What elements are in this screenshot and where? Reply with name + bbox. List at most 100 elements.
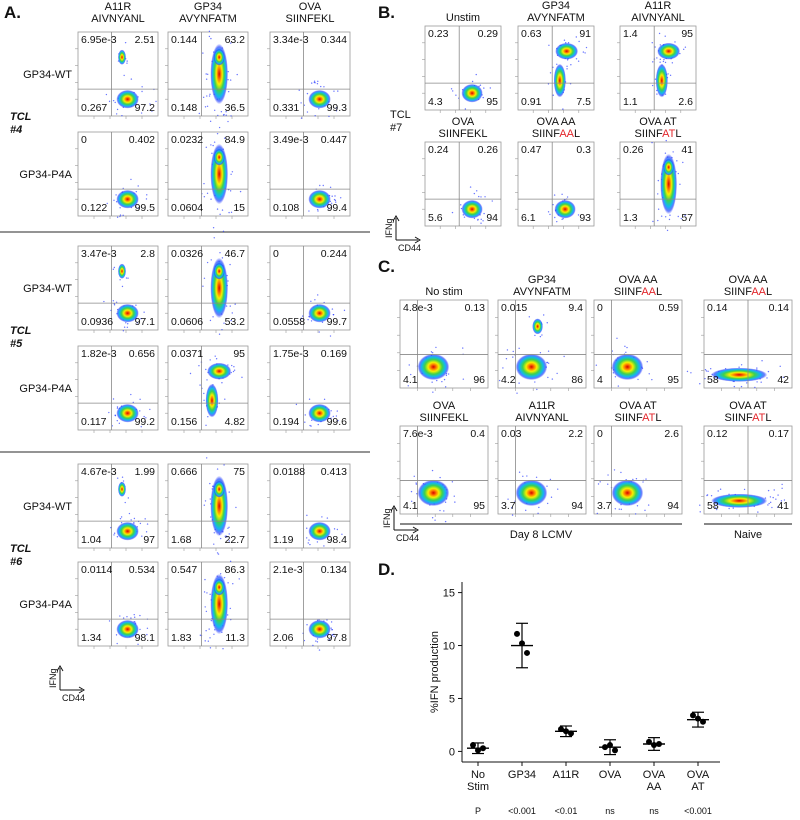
quadrant-value: 1.3	[623, 212, 638, 224]
event-dot	[217, 114, 219, 117]
event-dot	[213, 532, 215, 534]
event-dot	[441, 380, 443, 383]
plot-title: GP34	[542, 0, 570, 12]
event-dot	[541, 334, 543, 336]
event-dot	[204, 106, 207, 108]
quadrant-value: 58	[707, 500, 719, 512]
event-dot	[204, 578, 206, 581]
flow-plot: 4.67e-3 1.99 1.04 97	[75, 463, 159, 551]
event-dot	[127, 323, 129, 325]
event-dot	[204, 500, 207, 502]
plot-title: OVA	[452, 116, 475, 128]
event-dot	[518, 382, 520, 384]
event-dot	[103, 300, 105, 303]
event-dot	[316, 641, 319, 643]
quadrant-value: 1.04	[81, 534, 102, 546]
event-dot	[316, 638, 319, 640]
event-dot	[203, 196, 206, 198]
event-dot	[231, 171, 234, 173]
event-dot	[690, 372, 692, 374]
event-dot	[116, 406, 119, 408]
event-dot	[223, 576, 226, 579]
data-point	[690, 712, 696, 719]
event-dot	[137, 643, 139, 646]
event-dot	[767, 504, 769, 506]
event-dot	[227, 582, 229, 584]
quadrant-value: 15	[233, 202, 245, 214]
event-dot	[230, 115, 232, 117]
quadrant-value: 0.3	[576, 144, 591, 156]
event-dot	[542, 314, 545, 316]
event-dot	[534, 334, 536, 337]
event-dot	[232, 583, 234, 585]
data-point	[612, 747, 618, 754]
density	[116, 619, 139, 639]
event-dot	[230, 42, 232, 44]
event-dot	[199, 634, 202, 636]
event-dot	[198, 365, 200, 367]
event-dot	[596, 512, 599, 515]
event-dot	[314, 115, 316, 117]
flow-plot: 0.23 0.29 4.3 95	[422, 25, 502, 113]
quadrant-value: 94	[667, 500, 679, 512]
quadrant-value: 0	[273, 248, 279, 260]
event-dot	[119, 214, 122, 216]
event-dot	[206, 379, 208, 381]
event-dot	[199, 384, 201, 386]
event-dot	[563, 39, 566, 41]
plot-frame	[167, 131, 249, 217]
density	[118, 481, 126, 497]
y-tick-label: 10	[443, 641, 455, 653]
density	[461, 83, 483, 103]
event-dot	[715, 508, 718, 511]
event-dot	[206, 261, 209, 264]
event-dot	[133, 616, 136, 618]
axis-label: CD44	[398, 243, 421, 253]
event-dot	[121, 476, 124, 478]
event-dot	[223, 322, 225, 324]
event-dot	[329, 335, 332, 337]
event-dot	[300, 117, 303, 119]
row-label: GP34-WT	[23, 283, 72, 295]
event-dot	[706, 494, 709, 496]
event-dot	[141, 535, 143, 537]
x-tick-label: OVA	[687, 769, 710, 781]
quadrant-value: 0.0606	[171, 316, 203, 328]
event-dot	[127, 277, 129, 279]
event-dot	[205, 610, 208, 613]
event-dot	[219, 537, 222, 540]
flow-plot: 4.8e-3 0.13 4.1 96	[397, 299, 489, 393]
event-dot	[238, 578, 240, 580]
event-dot	[769, 496, 772, 498]
axis-label: IFNg	[48, 668, 58, 688]
event-dot	[328, 115, 330, 118]
event-dot	[208, 30, 211, 33]
event-dot	[133, 517, 136, 520]
event-dot	[110, 526, 112, 529]
title-segment: L	[765, 412, 771, 424]
column-header: SIINFEKL	[286, 13, 335, 25]
event-dot	[483, 87, 485, 89]
event-dot	[534, 381, 536, 383]
event-dot	[632, 478, 634, 481]
event-dot	[112, 268, 115, 270]
quadrant-value: 99.6	[327, 416, 348, 428]
event-dot	[108, 411, 110, 414]
x-tick-label: OVA	[643, 769, 666, 781]
quadrant-value: 1.75e-3	[273, 348, 309, 360]
plot-title: SIINFAAL	[724, 286, 772, 298]
event-dot	[322, 184, 324, 187]
event-dot	[480, 218, 482, 221]
event-dot	[231, 364, 233, 367]
event-dot	[732, 507, 734, 509]
event-dot	[761, 360, 763, 362]
event-dot	[549, 213, 551, 216]
quadrant-value: 95	[681, 28, 693, 40]
event-dot	[719, 488, 722, 490]
event-dot	[549, 478, 552, 481]
quadrant-value: 7.5	[576, 96, 591, 108]
axis-label: IFNg	[382, 508, 392, 528]
y-tick-label: 15	[443, 588, 455, 600]
title-segment: AT	[642, 412, 656, 424]
event-dot	[642, 481, 644, 483]
